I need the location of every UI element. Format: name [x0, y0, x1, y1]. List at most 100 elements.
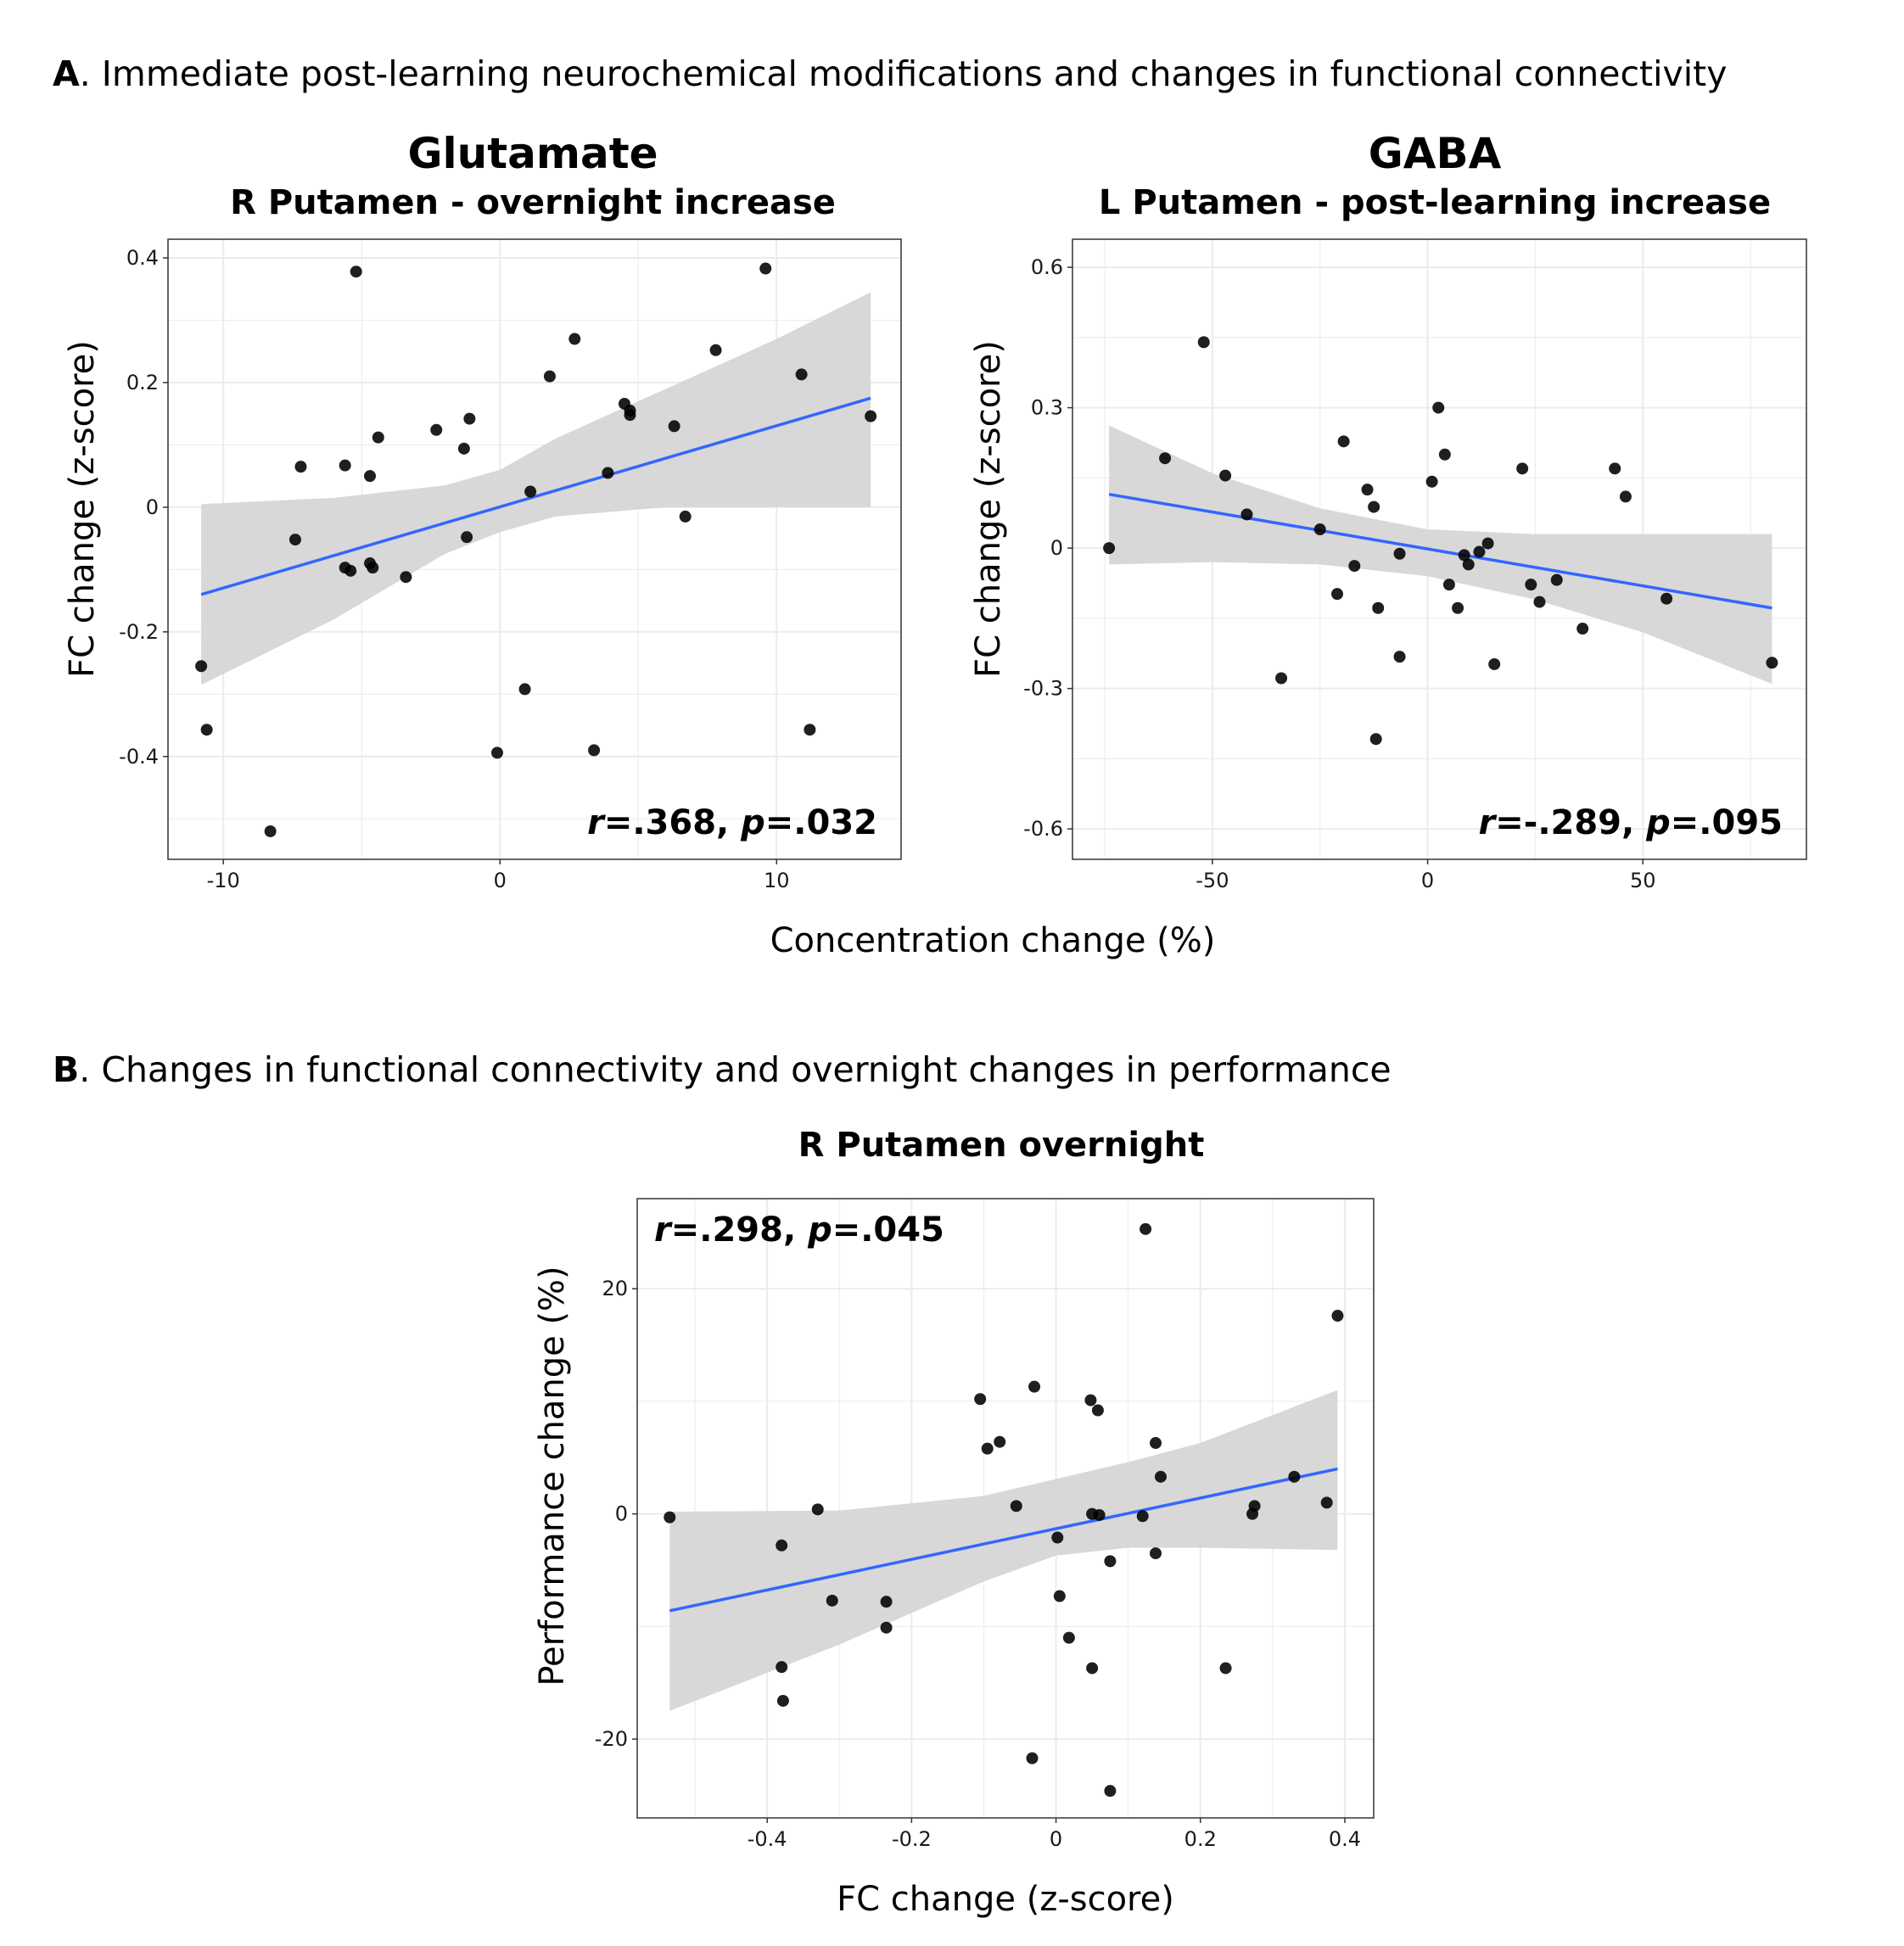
data-point	[1393, 651, 1406, 663]
data-point	[1313, 523, 1326, 536]
data-point	[974, 1393, 987, 1406]
data-point	[1331, 1310, 1344, 1322]
data-point	[795, 368, 808, 381]
data-point	[668, 420, 680, 433]
data-point	[1051, 1531, 1064, 1544]
correlation-stat: r=.298, p=.045	[654, 1211, 944, 1250]
y-tick-label: 0	[1050, 536, 1063, 560]
data-point	[1458, 549, 1470, 562]
confidence-band	[201, 292, 871, 685]
data-point	[1481, 537, 1494, 550]
data-point	[1488, 657, 1501, 670]
plot-frame	[1072, 238, 1807, 860]
glutamate-subtitle: R Putamen - overnight increase	[230, 183, 836, 222]
panel-b-text: . Changes in functional connectivity and…	[79, 1049, 1391, 1090]
data-point	[1248, 1500, 1261, 1513]
data-point	[1154, 1470, 1167, 1483]
data-point	[490, 747, 503, 759]
data-point	[1240, 508, 1253, 521]
glutamate-scatter-plot: -10 0 10 -0.4 -0.2 0 0.2 0.4 FC change (z-score)…	[63, 238, 902, 892]
data-point	[1091, 1404, 1104, 1417]
data-point	[1053, 1590, 1066, 1602]
correlation-stat: r=-.289, p=.095	[1478, 803, 1783, 842]
y-tick-label: 0.6	[1031, 255, 1063, 279]
data-point	[1010, 1500, 1022, 1513]
data-point	[1425, 475, 1438, 488]
x-tick-label: -0.4	[748, 1827, 787, 1851]
concentration-xlabel: Concentration change (%)	[770, 921, 1216, 960]
y-axis-label: FC change (z-score)	[969, 340, 1008, 678]
plot-frame	[167, 238, 902, 860]
data-point	[543, 370, 556, 383]
regression-line	[200, 396, 871, 596]
data-point	[1084, 1394, 1097, 1406]
data-point	[1219, 1662, 1232, 1675]
panel-a-heading: A. Immediate post-learning neurochemical…	[53, 53, 1728, 94]
data-point	[981, 1442, 994, 1455]
data-point	[1516, 462, 1529, 475]
data-point	[759, 262, 772, 275]
data-point	[776, 1661, 788, 1674]
data-point	[679, 510, 692, 523]
data-point	[339, 459, 351, 472]
y-axis-label: FC change (z-score)	[63, 340, 102, 678]
y-tick-label: 0.3	[1031, 396, 1063, 420]
data-point	[709, 344, 722, 356]
data-point	[1337, 435, 1350, 448]
data-point	[1062, 1631, 1075, 1644]
data-point	[994, 1435, 1006, 1448]
x-tick-label: -0.2	[892, 1827, 932, 1851]
data-point	[1609, 462, 1621, 475]
x-tick-label: 0	[1421, 869, 1434, 892]
data-point	[1525, 579, 1537, 591]
data-point	[350, 266, 362, 278]
data-point	[1442, 579, 1455, 591]
data-point	[602, 467, 614, 479]
panel-a-letter: A	[53, 53, 80, 94]
panel-a-text: . Immediate post-learning neurochemical …	[80, 53, 1728, 94]
data-point	[1150, 1437, 1162, 1450]
data-point	[1369, 733, 1382, 746]
confidence-band	[669, 1390, 1338, 1711]
x-tick-label: 0	[1050, 1827, 1062, 1851]
data-point	[1348, 560, 1361, 573]
data-point	[1159, 452, 1172, 465]
data-point	[624, 409, 636, 422]
data-point	[776, 1694, 789, 1707]
gaba-scatter-plot: -50 0 50 -0.6 -0.3 0 0.3 0.6 FC change (z-score)…	[969, 238, 1807, 892]
data-point	[1452, 601, 1464, 614]
y-tick-label: 0.2	[126, 371, 159, 394]
data-point	[804, 724, 816, 736]
data-point	[524, 485, 537, 498]
performance-title: R Putamen overnight	[798, 1126, 1205, 1165]
data-point	[1473, 545, 1486, 558]
y-tick-label: -0.6	[1023, 817, 1063, 841]
data-point	[1320, 1496, 1333, 1509]
data-point	[1136, 1510, 1149, 1523]
data-point	[1140, 1222, 1152, 1235]
data-point	[463, 412, 476, 425]
data-point	[1028, 1380, 1041, 1393]
x-tick-label: -50	[1196, 869, 1229, 892]
x-axis-label: FC change (z-score)	[837, 1880, 1174, 1919]
data-point	[1103, 542, 1116, 555]
data-point	[1393, 547, 1406, 560]
performance-scatter-plot: -0.4 -0.2 0 0.2 0.4 -20 0 20 Performance change …	[533, 1198, 1375, 1919]
data-point	[1462, 558, 1475, 571]
y-tick-label: 0	[615, 1502, 628, 1526]
regression-line	[669, 1467, 1338, 1613]
data-point	[372, 431, 384, 444]
data-point	[1432, 401, 1445, 414]
y-tick-label: -0.2	[119, 620, 159, 644]
data-point	[1104, 1555, 1117, 1568]
data-point	[344, 564, 357, 577]
data-point	[811, 1503, 824, 1516]
data-point	[826, 1594, 838, 1607]
y-tick-label: 0.4	[126, 246, 159, 270]
data-point	[568, 333, 581, 345]
data-point	[880, 1621, 893, 1634]
data-point	[1533, 596, 1546, 608]
data-point	[294, 461, 307, 473]
data-point	[461, 531, 473, 544]
